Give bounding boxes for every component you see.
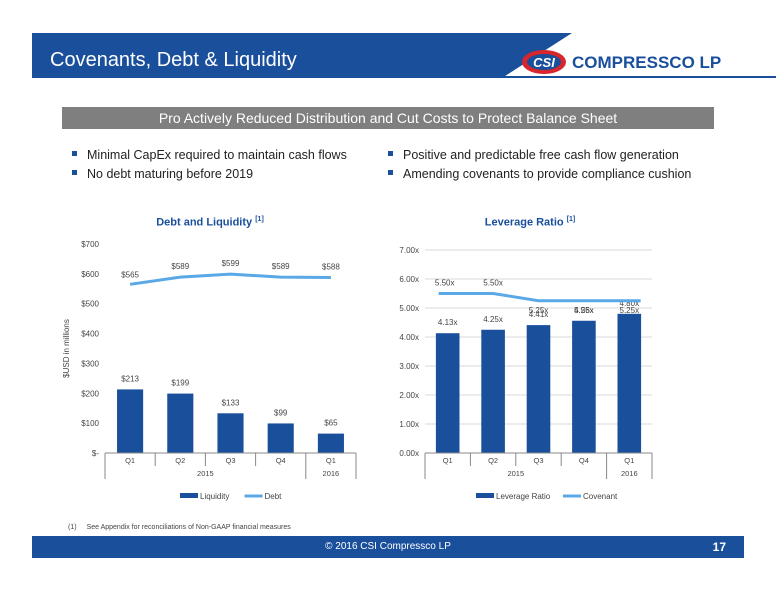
x-tick-label: Q3 [225,456,235,465]
legend-swatch-bar [180,493,198,498]
bar-liquidity [217,413,244,453]
bar-leverage-ratio [435,333,460,453]
x-tick-label: Q3 [533,456,543,465]
bar-leverage-ratio [617,313,642,453]
x-tick-label: Q1 [326,456,336,465]
subtitle-banner: Pro Actively Reduced Distribution and Cu… [62,107,714,129]
bar-leverage-ratio [481,329,505,453]
footer-copyright: © 2016 CSI Compressco LP [325,541,451,552]
x-tick-label: Q1 [443,456,453,465]
y-tick-label: $400 [81,330,99,339]
x-tick-label: Q1 [624,456,634,465]
header-bar [32,33,776,78]
bullet-right-1: Positive and predictable free cash flow … [388,148,679,162]
bar-liquidity [317,433,344,453]
brand-logo: CSI COMPRESSCO LP [522,50,721,74]
bar-data-label: 4.80x [620,299,640,308]
x-year-label: 2016 [323,469,340,478]
bullet-square-icon [388,151,393,157]
y-tick-label: $700 [81,240,99,249]
y-tick-label: 2.00x [399,391,419,400]
legend-swatch-bar [476,493,494,498]
y-tick-label: $600 [81,270,99,279]
line-covenant [438,292,641,303]
bar-leverage-ratio [526,325,551,453]
line-data-label: $565 [121,270,139,279]
y-tick-label: $- [92,449,99,458]
bar-liquidity [267,423,294,453]
x-year-label: 2016 [621,469,638,478]
bar-leverage-ratio [572,320,596,453]
line-data-label: 5.25x [620,306,640,315]
page-number: 17 [712,540,726,554]
bar-data-label: $133 [222,398,240,407]
footnote: (1) See Appendix for reconciliations of N… [68,524,291,531]
chart-1-title: Debt and Liquidity [1] [156,216,264,229]
bar-data-label: $99 [274,408,288,417]
y-tick-label: 6.00x [399,275,419,284]
brand-mark: CSI [533,55,555,70]
x-tick-label: Q4 [276,456,286,465]
line-data-label: 5.50x [435,279,455,288]
x-tick-label: Q1 [125,456,135,465]
line-data-label: 5.50x [483,279,503,288]
line-data-label: $599 [222,259,240,268]
y-axis-label: $USD in millions [62,319,71,378]
y-tick-label: 4.00x [399,333,419,342]
bar-data-label: $65 [324,419,338,428]
y-tick-label: $300 [81,359,99,368]
bar-data-label: 4.56x [574,306,594,315]
x-year-label: 2015 [507,469,524,478]
bar-data-label: 4.41x [529,310,549,319]
line-data-label: 5.25x [529,306,549,315]
subtitle-banner-text: Pro Actively Reduced Distribution and Cu… [158,110,618,126]
bullet-square-icon [388,170,393,176]
bar-data-label: $199 [171,379,189,388]
y-tick-label: $100 [81,419,99,428]
bullet-right-2: Amending covenants to provide compliance… [388,167,691,181]
brand-name: COMPRESSCO LP [572,53,721,72]
footer-bar: © 2016 CSI Compressco LP 17 [32,536,744,558]
line-debt [129,272,331,286]
x-tick-label: Q4 [579,456,589,465]
x-year-label: 2015 [197,469,214,478]
y-tick-label: $500 [81,300,99,309]
legend-label: Liquidity [200,492,229,501]
header-blue-band [32,33,572,78]
y-tick-label: $200 [81,389,99,398]
y-tick-label: 5.00x [399,304,419,313]
bullet-left-1: Minimal CapEx required to maintain cash … [72,148,347,162]
legend-label: Leverage Ratio [496,492,551,501]
bullet-square-icon [72,151,77,157]
y-tick-label: 7.00x [399,246,419,255]
bar-liquidity [117,389,144,453]
legend-label: Debt [265,492,283,501]
bullet-square-icon [72,170,77,176]
y-tick-label: 1.00x [399,420,419,429]
bar-data-label: $213 [121,374,139,383]
legend-label: Covenant [583,492,618,501]
line-data-label: 5.25x [574,306,594,315]
line-data-label: $589 [272,262,290,271]
bar-liquidity [167,393,194,453]
bar-data-label: 4.13x [438,318,458,327]
leverage-ratio-chart: 0.00x 1.00x 2.00x 3.00x 4.00x 5.00x 6.00x 7.00x… [399,246,653,501]
line-data-label: $588 [322,262,340,271]
x-tick-label: Q2 [488,456,498,465]
line-data-label: $589 [171,262,189,271]
bullet-left-2: No debt maturing before 2019 [72,167,253,181]
bar-data-label: 4.25x [483,315,503,324]
y-tick-label: 0.00x [399,449,419,458]
debt-liquidity-chart: $- $100 $200 $300 $400 $500 $600 $700 $USD in mi… [62,240,357,501]
chart-2-title: Leverage Ratio [1] [484,216,576,229]
y-tick-label: 3.00x [399,362,419,371]
page-title: Covenants, Debt & Liquidity [50,49,297,71]
x-tick-label: Q2 [175,456,185,465]
